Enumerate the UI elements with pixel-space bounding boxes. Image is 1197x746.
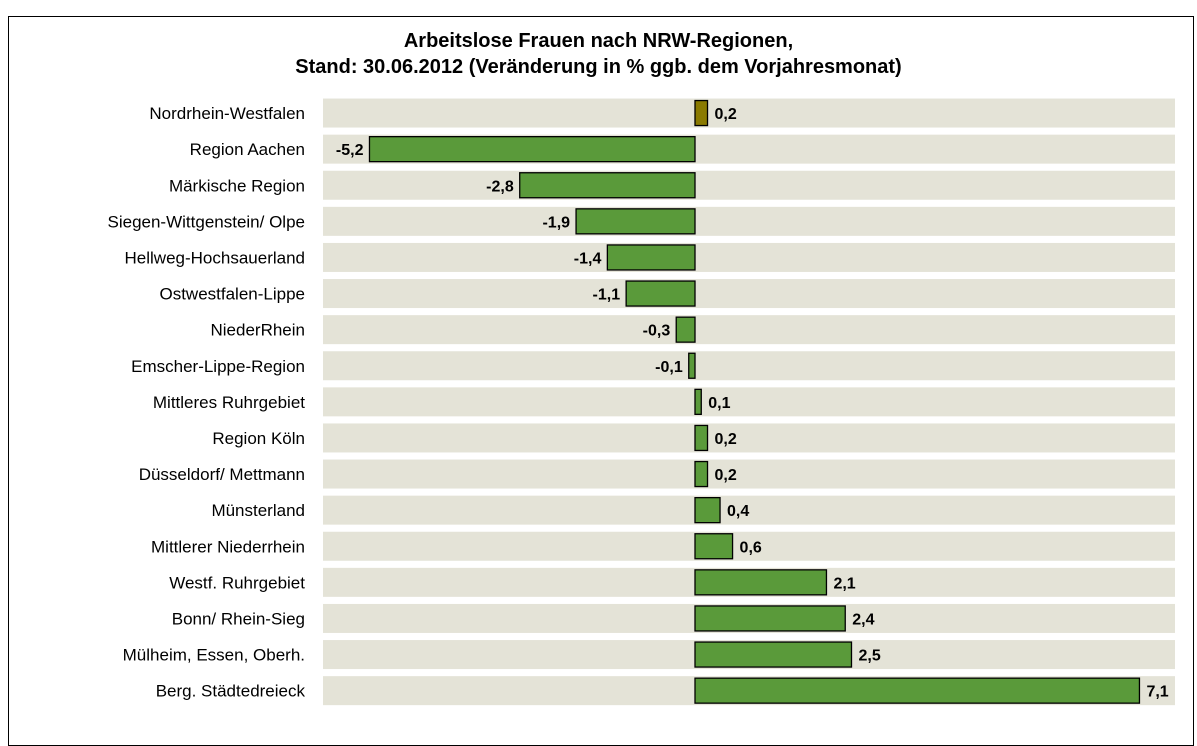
row-band bbox=[323, 459, 1175, 489]
row-band bbox=[323, 531, 1175, 561]
category-label: Mülheim, Essen, Oberh. bbox=[123, 646, 305, 665]
value-label: 0,2 bbox=[715, 431, 737, 448]
value-label: 2,4 bbox=[852, 611, 874, 628]
category-label: NiederRhein bbox=[211, 321, 306, 340]
bar bbox=[688, 352, 696, 379]
value-label: 7,1 bbox=[1146, 684, 1168, 701]
value-label: -0,3 bbox=[643, 323, 671, 340]
chart-title-line-2: Stand: 30.06.2012 (Veränderung in % ggb.… bbox=[295, 56, 902, 78]
category-label: Mittlerer Niederrhein bbox=[151, 537, 305, 556]
bar bbox=[694, 496, 721, 524]
value-label: 0,1 bbox=[708, 395, 730, 412]
value-label: -2,8 bbox=[486, 178, 514, 195]
row-band bbox=[323, 315, 1175, 345]
category-label: Mittleres Ruhrgebiet bbox=[153, 393, 305, 412]
bar bbox=[625, 280, 696, 307]
bar bbox=[694, 460, 709, 488]
row-band bbox=[323, 495, 1175, 525]
bar bbox=[694, 677, 1141, 704]
category-label: Region Aachen bbox=[190, 140, 305, 159]
value-label: -1,1 bbox=[593, 287, 621, 304]
value-label: -0,1 bbox=[655, 359, 683, 376]
bar bbox=[575, 208, 696, 235]
bar bbox=[694, 424, 709, 452]
category-label: Düsseldorf/ Mettmann bbox=[139, 465, 305, 484]
value-label: 2,1 bbox=[833, 575, 855, 592]
category-label: Siegen-Wittgenstein/ Olpe bbox=[108, 212, 306, 231]
bar bbox=[694, 388, 702, 416]
value-label: -1,9 bbox=[542, 214, 570, 231]
value-label: 2,5 bbox=[859, 648, 881, 665]
category-label: Westf. Ruhrgebiet bbox=[169, 573, 305, 592]
value-label: 0,6 bbox=[740, 539, 762, 556]
bar bbox=[606, 244, 696, 271]
value-label: -1,4 bbox=[574, 250, 602, 267]
category-label: Münsterland bbox=[211, 501, 305, 520]
row-band bbox=[323, 242, 1175, 272]
row-band bbox=[323, 206, 1175, 236]
bar bbox=[694, 641, 853, 668]
value-label: -5,2 bbox=[336, 142, 364, 159]
bar bbox=[694, 569, 828, 596]
value-label: 0,2 bbox=[715, 467, 737, 484]
category-label: Berg. Städtedreieck bbox=[156, 682, 306, 701]
row-band bbox=[323, 98, 1175, 128]
category-label: Region Köln bbox=[212, 429, 305, 448]
bar bbox=[694, 533, 734, 560]
row-band bbox=[323, 170, 1175, 200]
category-label: Emscher-Lippe-Region bbox=[131, 357, 305, 376]
row-band bbox=[323, 423, 1175, 453]
category-label: Hellweg-Hochsauerland bbox=[125, 248, 305, 267]
chart-title-line-1: Arbeitslose Frauen nach NRW-Regionen, bbox=[403, 30, 794, 52]
row-band bbox=[323, 387, 1175, 417]
value-label: 0,2 bbox=[715, 106, 737, 123]
bar bbox=[694, 99, 709, 127]
row-band bbox=[323, 351, 1175, 381]
category-label: Ostwestfalen-Lippe bbox=[159, 285, 305, 304]
bar bbox=[675, 316, 696, 343]
category-label: Nordrhein-Westfalen bbox=[149, 104, 305, 123]
bar bbox=[694, 605, 846, 632]
category-label: Bonn/ Rhein-Sieg bbox=[172, 609, 305, 628]
row-band bbox=[323, 279, 1175, 309]
bar bbox=[368, 135, 696, 163]
value-label: 0,4 bbox=[727, 503, 749, 520]
bar bbox=[519, 172, 696, 199]
category-label: Märkische Region bbox=[169, 176, 305, 195]
